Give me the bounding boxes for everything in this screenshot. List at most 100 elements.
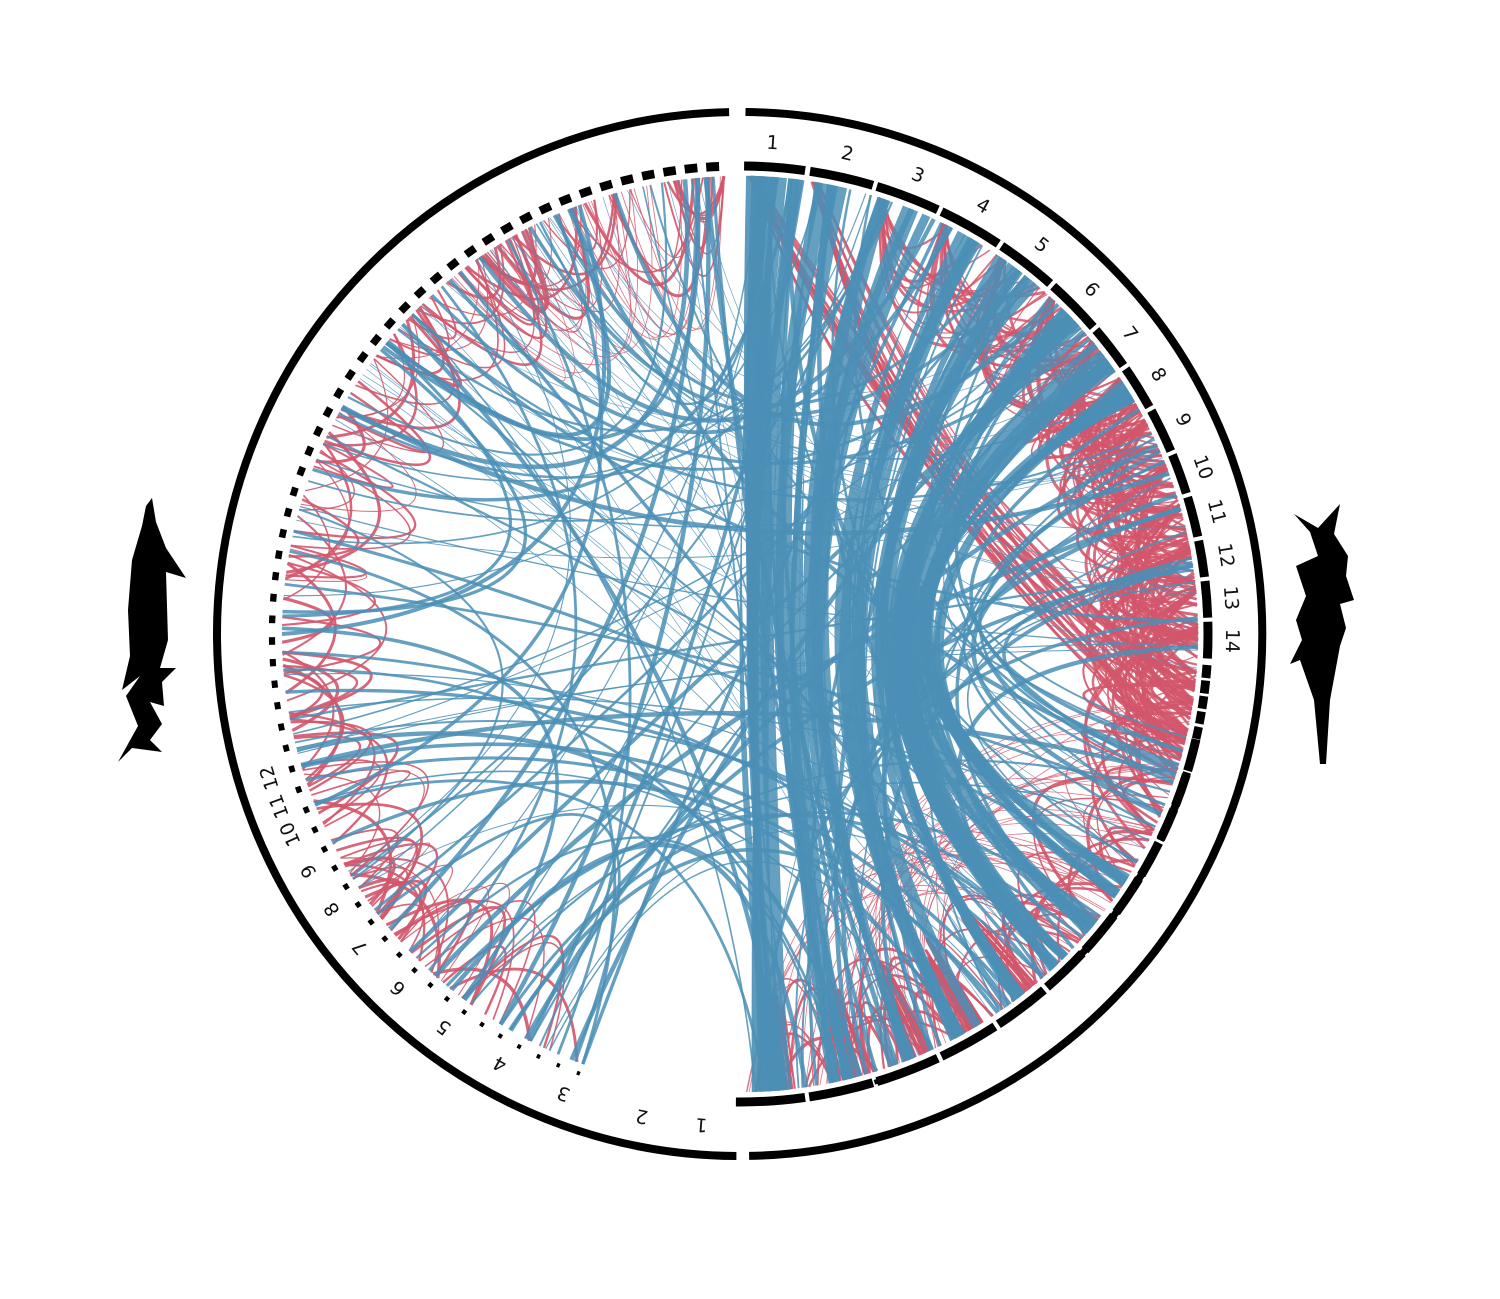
synteny-link xyxy=(526,228,1138,862)
synteny-link xyxy=(323,200,891,482)
left-scaffold-tick xyxy=(662,166,677,177)
synteny-link xyxy=(299,505,1198,648)
right-chromosome-4-segment xyxy=(939,207,1001,248)
left-scaffold-tick xyxy=(497,1033,504,1039)
synteny-link xyxy=(1098,414,1191,550)
synteny-link xyxy=(881,365,1114,1040)
synteny-link xyxy=(511,236,1116,897)
synteny-link xyxy=(458,270,1044,980)
synteny-link xyxy=(1150,539,1198,675)
synteny-link xyxy=(299,449,355,511)
synteny-link xyxy=(394,899,472,977)
synteny-link xyxy=(548,217,1197,597)
synteny-link xyxy=(943,277,1163,815)
synteny-link xyxy=(541,220,1160,485)
left-chromosome-2-segment xyxy=(808,1078,875,1102)
left-scaffold-tick xyxy=(289,486,299,497)
synteny-link xyxy=(293,450,417,540)
synteny-link xyxy=(381,177,701,441)
synteny-link xyxy=(538,185,836,1047)
synteny-link xyxy=(1125,705,1192,745)
synteny-link xyxy=(296,731,863,1077)
synteny-link xyxy=(667,181,1122,448)
right-chromosome-1-segment xyxy=(744,161,806,176)
left-scaffold-tick xyxy=(278,528,288,539)
right-chromosome-label: 3 xyxy=(908,163,927,188)
left-scaffold-tick xyxy=(269,593,277,602)
right-chromosome-label: 5 xyxy=(1030,233,1053,258)
synteny-link xyxy=(461,781,1156,999)
synteny-link xyxy=(285,688,1066,959)
left-scaffold-tick xyxy=(320,845,329,854)
right-chromosome-13-segment xyxy=(1200,580,1213,618)
synteny-link xyxy=(1107,826,1153,864)
right-scaffold-tick xyxy=(1195,710,1206,725)
left-scaffold-tick xyxy=(294,785,303,794)
synteny-link xyxy=(282,348,528,614)
right-chromosome-11-segment xyxy=(1183,495,1203,538)
synteny-link xyxy=(927,955,974,1032)
left-scaffold-tick xyxy=(684,163,698,174)
left-scaffold-tick xyxy=(500,221,514,235)
outer-ring-right-genome xyxy=(745,108,1267,1160)
left-chromosome-6-segment xyxy=(1044,950,1086,991)
left-scaffold-tick xyxy=(705,162,720,172)
left-chromosome-label: 8 xyxy=(320,898,345,920)
left-scaffold-tick xyxy=(443,995,451,1003)
right-chromosome-label: 2 xyxy=(839,142,856,166)
synteny-link xyxy=(1149,614,1198,713)
synteny-link xyxy=(364,879,428,941)
right-chromosome-3-segment xyxy=(875,182,940,214)
synteny-link xyxy=(289,549,617,1065)
left-scaffold-tick xyxy=(311,825,319,834)
left-scaffold-tick xyxy=(271,571,280,581)
synteny-link xyxy=(880,563,1194,1061)
left-scaffold-tick xyxy=(381,935,389,943)
synteny-link xyxy=(411,313,1153,501)
left-scaffold-tick xyxy=(282,744,290,753)
left-scaffold-tick xyxy=(277,723,285,731)
right-chromosome-6-segment xyxy=(1050,282,1097,330)
synteny-link xyxy=(463,942,566,1051)
right-chromosome-14-segment xyxy=(1202,621,1213,659)
left-scaffold-tick xyxy=(641,169,656,181)
synteny-link xyxy=(326,435,1139,863)
synteny-link xyxy=(663,176,725,277)
synteny-link xyxy=(524,443,1159,1041)
synteny-link xyxy=(943,338,1165,807)
synteny-link xyxy=(315,405,366,464)
synteny-link xyxy=(281,626,559,1001)
synteny-link xyxy=(281,596,334,644)
synteny-link xyxy=(387,339,1099,921)
synteny-link xyxy=(298,508,504,881)
left-chromosome-label: 4 xyxy=(489,1051,510,1076)
synteny-link xyxy=(281,204,607,636)
synteny-link xyxy=(288,697,1150,841)
synteny-link xyxy=(849,862,1120,1079)
synteny-link xyxy=(285,431,382,574)
right-chromosome-label: 11 xyxy=(1203,497,1230,526)
synteny-link xyxy=(398,259,506,369)
synteny-link xyxy=(304,358,389,492)
left-scaffold-tick xyxy=(411,966,418,974)
left-chromosome-label: 9 xyxy=(296,860,321,881)
left-scaffold-tick xyxy=(516,1043,522,1050)
right-scaffold-tick xyxy=(1201,664,1212,679)
right-scaffold-tick xyxy=(1199,680,1211,694)
left-scaffold-tick xyxy=(427,981,434,989)
synteny-link xyxy=(582,184,664,338)
synteny-link xyxy=(521,231,1012,1004)
synteny-link xyxy=(1150,670,1197,716)
synteny-link xyxy=(795,565,1194,1089)
left-scaffold-tick xyxy=(288,765,296,773)
left-scaffold-tick xyxy=(383,317,396,330)
left-chromosome-8-segment xyxy=(1112,876,1143,916)
synteny-link xyxy=(612,192,1060,427)
synteny-link xyxy=(417,308,1065,423)
left-scaffold-tick xyxy=(461,1008,468,1016)
synteny-link xyxy=(633,176,723,330)
synteny-link xyxy=(297,344,1096,753)
synteny-link xyxy=(853,194,1175,782)
left-chromosome-5-segment xyxy=(995,986,1047,1029)
